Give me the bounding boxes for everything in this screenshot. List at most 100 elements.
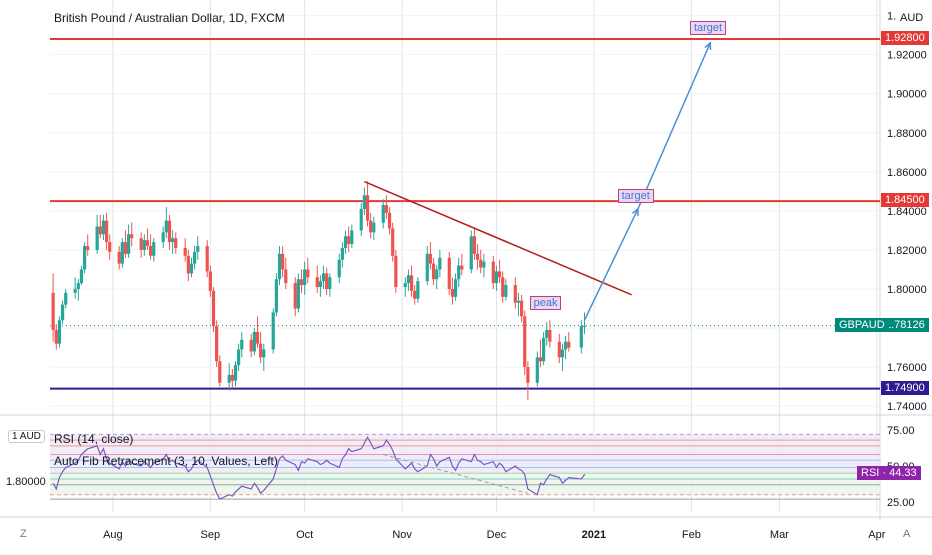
candle-body[interactable] bbox=[183, 247, 187, 256]
candle-body[interactable] bbox=[501, 277, 505, 297]
candle-body[interactable] bbox=[299, 279, 304, 286]
candle-body[interactable] bbox=[79, 269, 84, 284]
candle-body[interactable] bbox=[227, 374, 231, 383]
candle-body[interactable] bbox=[535, 357, 539, 383]
candle-body[interactable] bbox=[73, 288, 77, 293]
candle-body[interactable] bbox=[523, 316, 527, 368]
candle-body[interactable] bbox=[284, 269, 288, 284]
candle-body[interactable] bbox=[548, 329, 552, 342]
candle-body[interactable] bbox=[318, 281, 322, 288]
candle-body[interactable] bbox=[161, 232, 165, 243]
candle-body[interactable] bbox=[469, 236, 473, 270]
candle-body[interactable] bbox=[76, 283, 80, 289]
candle-body[interactable] bbox=[560, 349, 565, 358]
candle-body[interactable] bbox=[252, 331, 256, 352]
candle-body[interactable] bbox=[425, 253, 429, 282]
candle-body[interactable] bbox=[259, 343, 263, 358]
candle-body[interactable] bbox=[271, 312, 275, 350]
candle-body[interactable] bbox=[387, 212, 392, 229]
candle-body[interactable] bbox=[215, 326, 219, 362]
auto-scale-toggle-icon[interactable]: A bbox=[903, 528, 911, 540]
candle-body[interactable] bbox=[237, 349, 241, 366]
candle-body[interactable] bbox=[362, 195, 366, 209]
candle-body[interactable] bbox=[126, 234, 131, 254]
candle-body[interactable] bbox=[340, 247, 344, 260]
candle-body[interactable] bbox=[249, 339, 253, 352]
candle-body[interactable] bbox=[145, 240, 150, 247]
candle-body[interactable] bbox=[460, 265, 464, 270]
candle-body[interactable] bbox=[513, 285, 517, 303]
candle-body[interactable] bbox=[365, 195, 370, 221]
candle-body[interactable] bbox=[303, 269, 307, 286]
candle-body[interactable] bbox=[479, 259, 483, 268]
candle-body[interactable] bbox=[504, 285, 508, 297]
currency-label[interactable]: AUD bbox=[896, 11, 928, 25]
candle-body[interactable] bbox=[438, 257, 442, 270]
candle-body[interactable] bbox=[152, 242, 156, 256]
peak-annotation[interactable]: peak bbox=[529, 296, 562, 311]
candle-body[interactable] bbox=[86, 246, 90, 250]
candle-body[interactable] bbox=[541, 337, 546, 362]
candle-body[interactable] bbox=[95, 226, 99, 250]
candle-body[interactable] bbox=[482, 261, 486, 268]
candle-body[interactable] bbox=[57, 320, 62, 344]
candle-body[interactable] bbox=[277, 253, 282, 280]
candle-body[interactable] bbox=[343, 236, 348, 248]
candle-body[interactable] bbox=[60, 304, 65, 321]
candle-body[interactable] bbox=[211, 290, 216, 327]
candle-body[interactable] bbox=[564, 341, 568, 350]
candle-body[interactable] bbox=[51, 292, 55, 330]
candle-body[interactable] bbox=[104, 220, 109, 243]
candle-body[interactable] bbox=[262, 349, 266, 358]
candle-body[interactable] bbox=[230, 374, 234, 381]
candle-body[interactable] bbox=[337, 259, 341, 278]
candle-body[interactable] bbox=[384, 205, 389, 213]
candle-body[interactable] bbox=[149, 246, 153, 256]
candle-body[interactable] bbox=[369, 220, 373, 233]
candle-body[interactable] bbox=[189, 263, 194, 274]
candle-body[interactable] bbox=[208, 271, 212, 291]
candle-body[interactable] bbox=[296, 279, 300, 309]
candle-body[interactable] bbox=[120, 242, 124, 264]
candle-body[interactable] bbox=[372, 222, 376, 233]
candle-body[interactable] bbox=[130, 234, 134, 239]
candle-body[interactable] bbox=[497, 271, 502, 278]
candle-body[interactable] bbox=[54, 329, 58, 344]
candle-body[interactable] bbox=[164, 220, 168, 233]
candle-body[interactable] bbox=[428, 253, 433, 264]
candle-body[interactable] bbox=[526, 367, 530, 383]
candle-body[interactable] bbox=[350, 230, 354, 245]
candle-body[interactable] bbox=[274, 279, 278, 313]
candle-body[interactable] bbox=[255, 331, 260, 344]
candle-body[interactable] bbox=[516, 300, 521, 303]
candle-body[interactable] bbox=[171, 238, 175, 243]
candle-body[interactable] bbox=[321, 273, 326, 282]
candle-body[interactable] bbox=[174, 238, 178, 248]
candle-body[interactable] bbox=[205, 246, 209, 272]
candle-body[interactable] bbox=[193, 251, 197, 264]
log-scale-toggle-icon[interactable]: Z bbox=[20, 528, 27, 540]
candle-body[interactable] bbox=[315, 277, 319, 288]
candle-body[interactable] bbox=[381, 205, 385, 223]
candle-body[interactable] bbox=[167, 220, 172, 243]
candle-body[interactable] bbox=[457, 265, 461, 280]
candle-body[interactable] bbox=[494, 271, 499, 284]
candle-body[interactable] bbox=[491, 261, 495, 284]
target-annotation[interactable]: target bbox=[617, 189, 654, 204]
candle-body[interactable] bbox=[328, 277, 332, 289]
target-annotation[interactable]: target bbox=[689, 21, 727, 36]
candle-body[interactable] bbox=[196, 246, 200, 252]
candle-body[interactable] bbox=[139, 238, 143, 250]
candle-body[interactable] bbox=[579, 326, 583, 348]
candle-body[interactable] bbox=[435, 269, 439, 280]
candle-body[interactable] bbox=[306, 269, 310, 278]
candle-body[interactable] bbox=[567, 341, 571, 348]
candle-body[interactable] bbox=[101, 220, 106, 235]
candle-body[interactable] bbox=[413, 290, 417, 299]
candle-body[interactable] bbox=[472, 236, 477, 254]
candle-body[interactable] bbox=[403, 283, 407, 288]
candle-body[interactable] bbox=[98, 226, 102, 235]
candle-body[interactable] bbox=[64, 292, 68, 305]
rsi-pane-currency-button[interactable]: 1 AUD bbox=[8, 430, 45, 443]
